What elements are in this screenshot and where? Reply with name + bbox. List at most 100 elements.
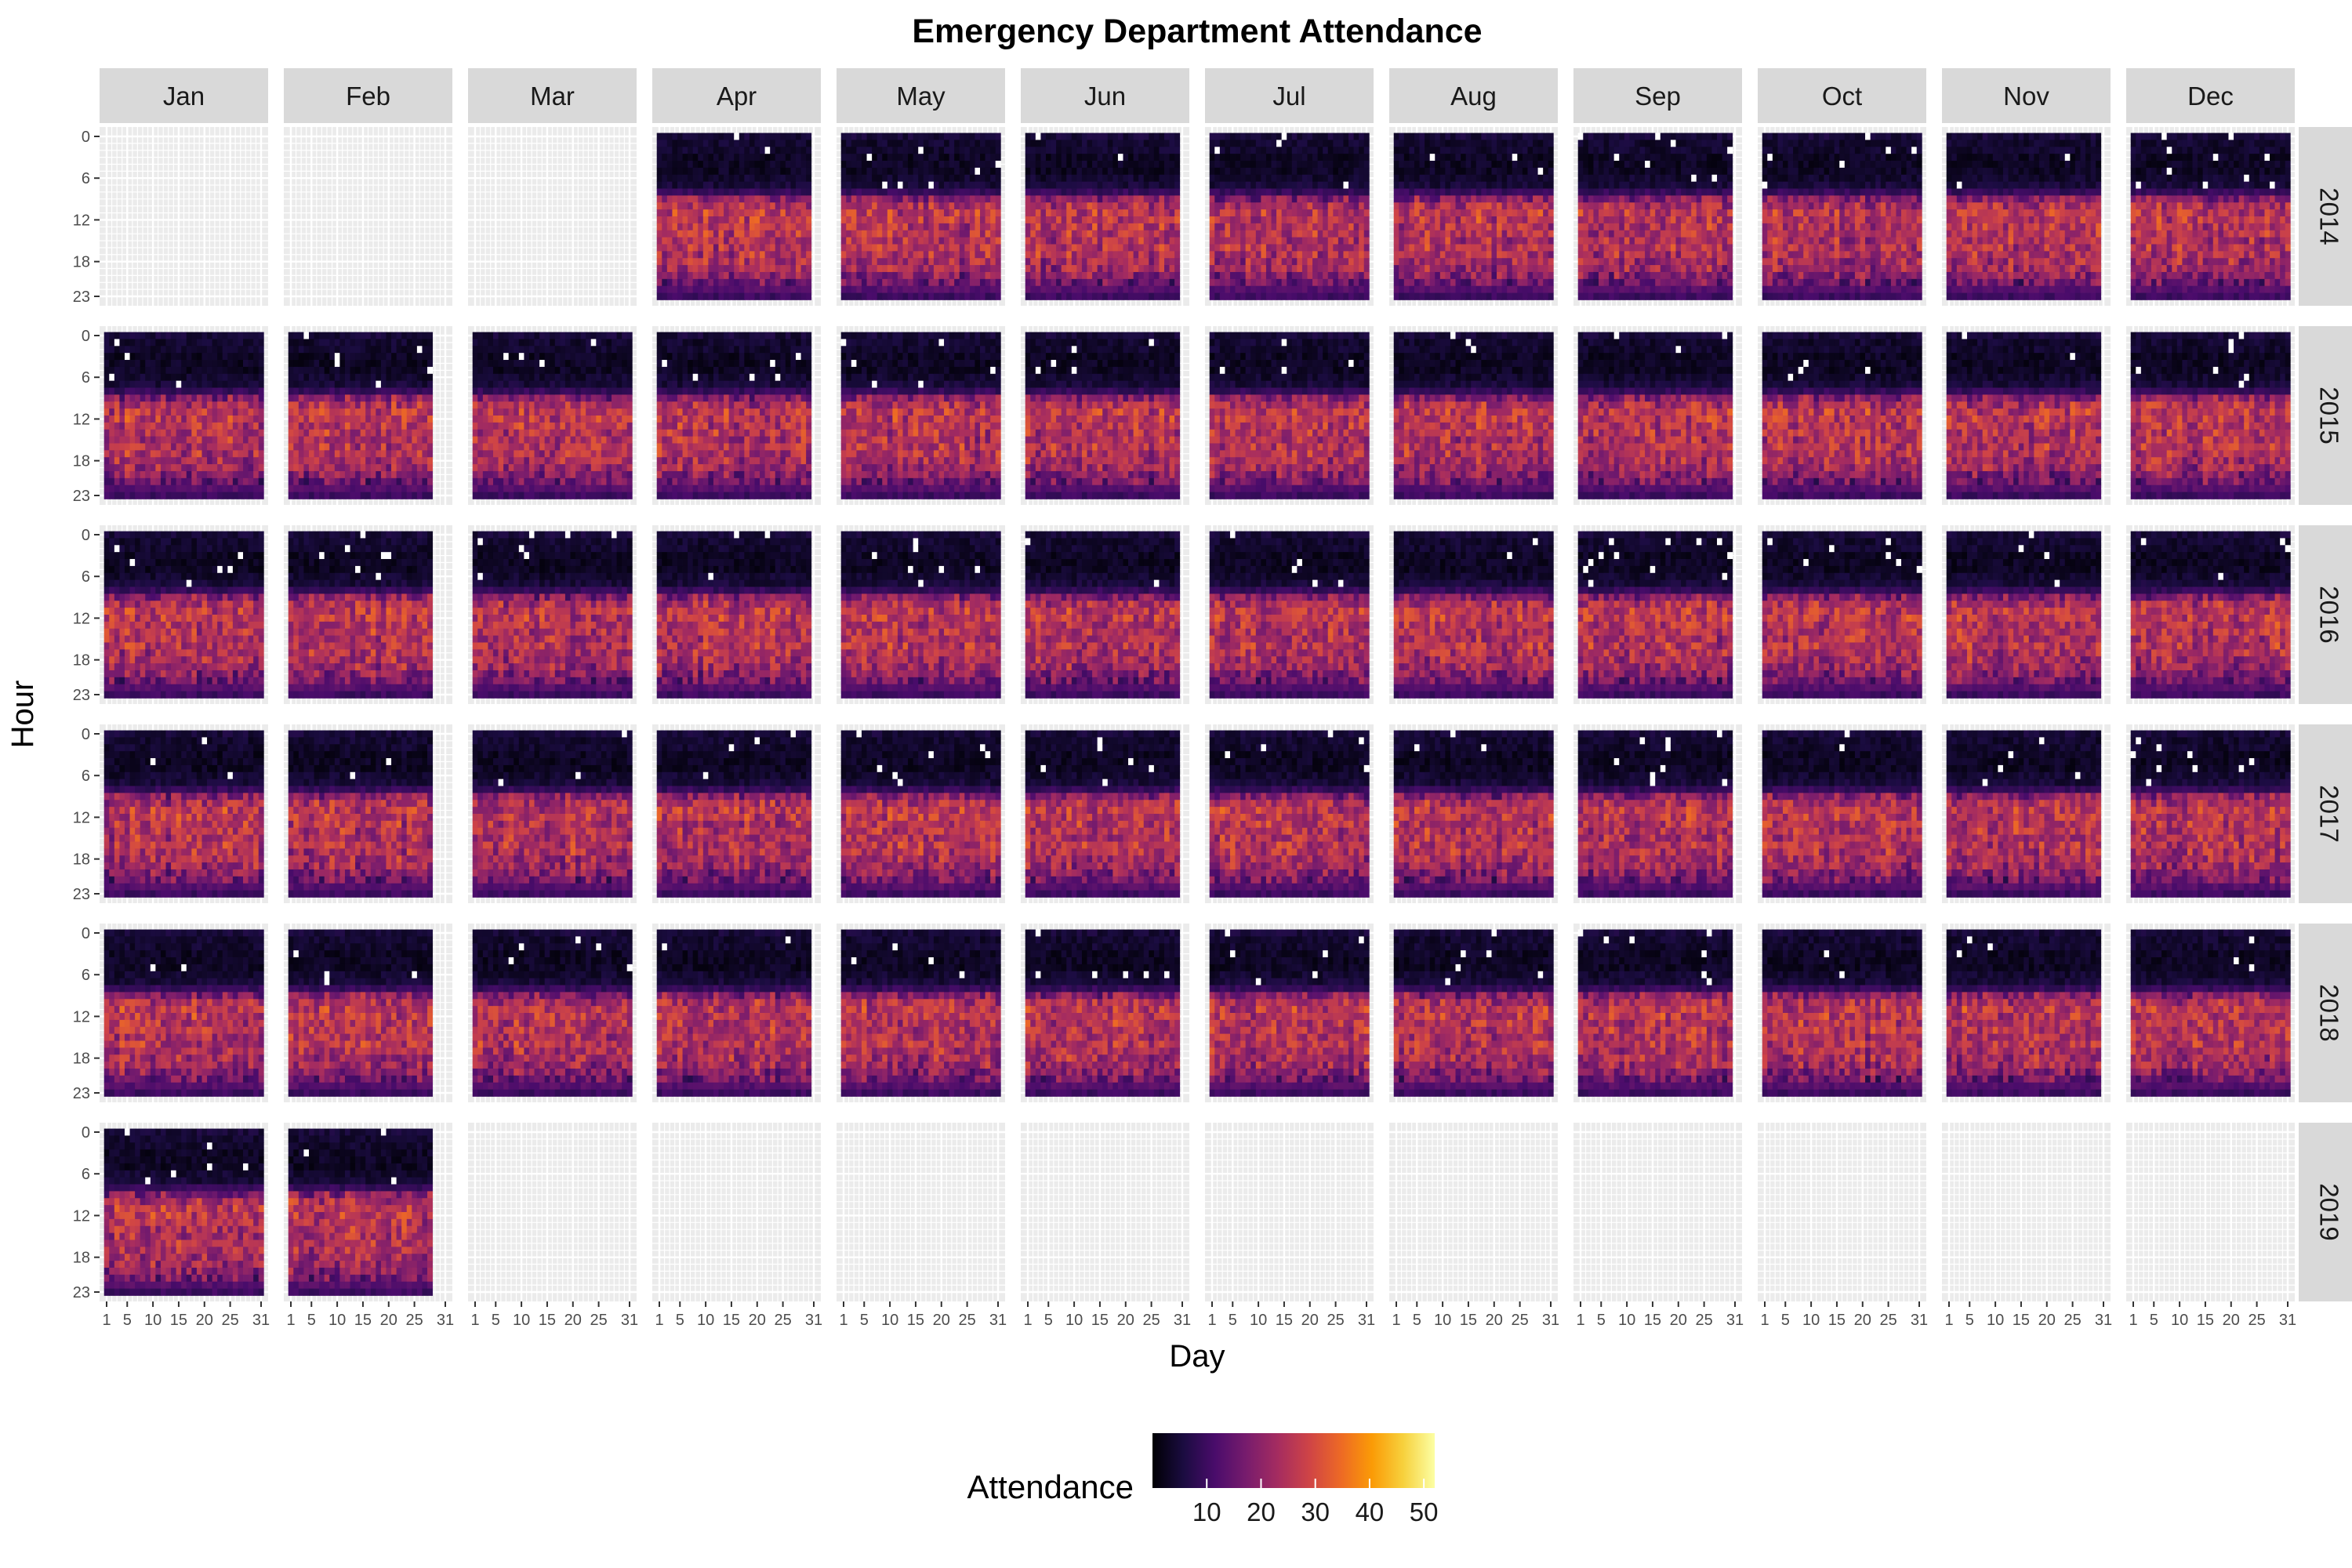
heatmap-cell (1364, 279, 1370, 286)
heatmap-cell (1256, 175, 1261, 182)
heatmap-cell (934, 293, 939, 300)
heatmap-cell (1036, 272, 1041, 279)
heatmap-cell (1456, 147, 1461, 154)
heatmap-cell (719, 272, 724, 279)
heatmap-cell (1425, 168, 1430, 175)
heatmap-cell (734, 244, 739, 251)
heatmap-cell (980, 189, 985, 196)
heatmap-cell (1108, 140, 1113, 147)
heatmap-cell (1445, 286, 1450, 293)
heatmap-cell (985, 258, 991, 265)
heatmap-cell (1062, 238, 1067, 245)
heatmap-cell (1276, 189, 1282, 196)
heatmap-cell (913, 202, 919, 209)
heatmap-cell (928, 238, 934, 245)
heatmap-cell (1420, 244, 1425, 251)
heatmap-cell (1302, 189, 1308, 196)
heatmap-cell (1333, 209, 1338, 216)
heatmap-cell (688, 140, 693, 147)
heatmap-cell (760, 293, 765, 300)
heatmap-cell (1210, 265, 1215, 272)
heatmap-cell (1134, 154, 1139, 161)
heatmap-cell (677, 161, 683, 168)
heatmap-cell (949, 189, 955, 196)
heatmap-cell (672, 140, 677, 147)
heatmap-cell (1287, 251, 1292, 258)
heatmap-cell (918, 161, 924, 168)
heatmap-cell (1497, 161, 1502, 168)
heatmap-cell (1272, 195, 1277, 202)
heatmap-cell (1297, 209, 1302, 216)
heatmap-cell (887, 272, 893, 279)
heatmap-cell (765, 133, 771, 140)
heatmap-cell (1430, 147, 1436, 154)
heatmap-cell (729, 244, 735, 251)
heatmap-cell (898, 265, 903, 272)
heatmap-cell (1471, 216, 1476, 223)
heatmap-cell (754, 189, 760, 196)
heatmap-cell (1138, 286, 1144, 293)
heatmap-cell (1297, 147, 1302, 154)
heatmap-cell (1123, 182, 1128, 189)
heatmap-cell (770, 161, 775, 168)
heatmap-cell (1302, 161, 1308, 168)
heatmap-cell (1276, 279, 1282, 286)
heatmap-cell (1471, 279, 1476, 286)
heatmap-cell (908, 202, 913, 209)
heatmap-cell (1220, 230, 1225, 238)
heatmap-cell (1456, 195, 1461, 202)
heatmap-cell (1102, 182, 1108, 189)
heatmap-cell (1246, 154, 1251, 161)
heatmap-cell (1338, 272, 1344, 279)
heatmap-cell (1420, 209, 1425, 216)
heatmap-cell (677, 189, 683, 196)
heatmap-cell (1404, 238, 1410, 245)
heatmap-cell (964, 175, 970, 182)
heatmap-cell (1430, 182, 1436, 189)
heatmap-cell (1456, 230, 1461, 238)
heatmap-cell (985, 154, 991, 161)
heatmap-cell (708, 147, 713, 154)
heatmap-cell (1318, 244, 1323, 251)
heatmap-cell (698, 195, 703, 202)
heatmap-cell (796, 244, 801, 251)
heatmap-cell (698, 258, 703, 265)
heatmap-cell (964, 251, 970, 258)
heatmap-cell (775, 293, 781, 300)
heatmap-cell (806, 175, 811, 182)
heatmap-cell (703, 189, 709, 196)
heatmap-cell (1456, 182, 1461, 189)
heatmap-cell (688, 216, 693, 223)
heatmap-cell (1338, 209, 1344, 216)
heatmap-cell (913, 147, 919, 154)
heatmap-cell (724, 238, 729, 245)
heatmap-cell (1144, 168, 1149, 175)
heatmap-cell (1149, 293, 1154, 300)
heatmap-cell (1481, 238, 1486, 245)
heatmap-cell (657, 195, 662, 202)
heatmap-cell (1466, 147, 1472, 154)
heatmap-cell (1051, 154, 1057, 161)
heatmap-cell (703, 223, 709, 230)
heatmap-cell (1486, 175, 1492, 182)
heatmap-cell (949, 161, 955, 168)
heatmap-cell (1354, 216, 1359, 223)
heatmap-cell (1051, 195, 1057, 202)
heatmap-cell (1056, 189, 1062, 196)
heatmap-cell (1138, 230, 1144, 238)
heatmap-cell (1214, 272, 1220, 279)
heatmap-cell (1420, 154, 1425, 161)
heatmap-cell (1087, 195, 1093, 202)
heatmap-cell (1307, 209, 1312, 216)
heatmap-cell (1112, 272, 1118, 279)
heatmap-cell (790, 161, 796, 168)
heatmap-cell (1318, 168, 1323, 175)
heatmap-cell (846, 279, 851, 286)
heatmap-cell (1246, 168, 1251, 175)
heatmap-cell (1450, 140, 1456, 147)
heatmap-cell (1159, 223, 1164, 230)
heatmap-cell (1318, 286, 1323, 293)
heatmap-cell (1210, 189, 1215, 196)
heatmap-cell (1476, 182, 1482, 189)
heatmap-cell (780, 238, 786, 245)
